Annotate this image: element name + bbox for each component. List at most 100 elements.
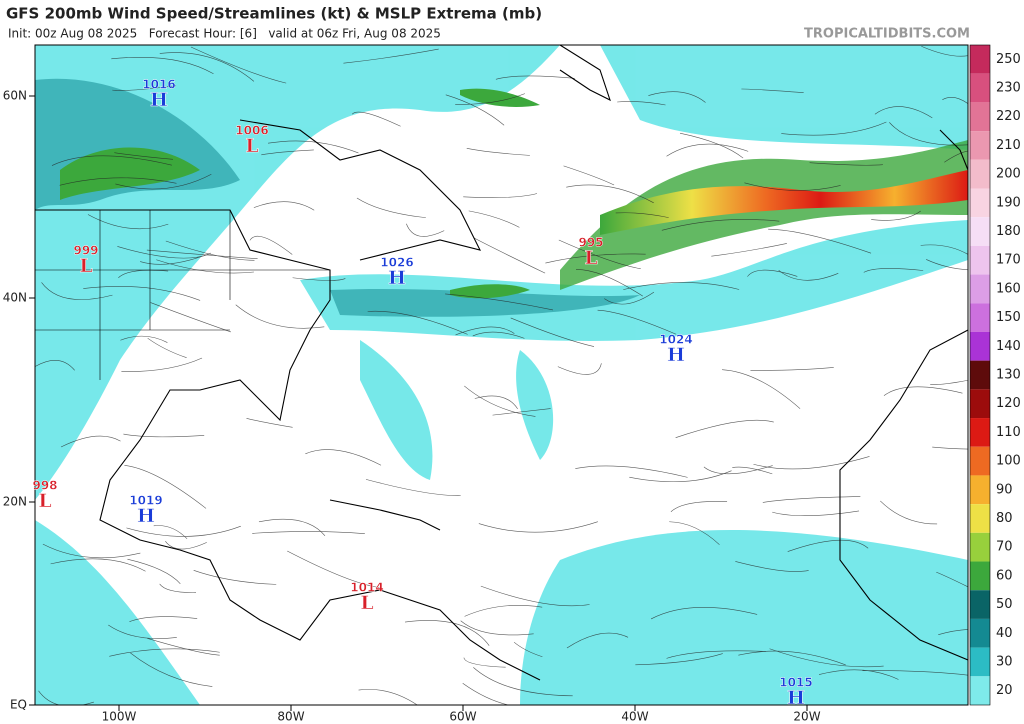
streamline (474, 395, 518, 410)
streamline (744, 182, 841, 191)
streamline (147, 638, 220, 656)
pressure-value: 1026 (380, 256, 413, 270)
streamline (666, 143, 749, 157)
jet-core (600, 170, 968, 235)
streamline (635, 653, 723, 666)
pressure-value: 998 (32, 479, 57, 493)
streamline (112, 85, 177, 91)
streamline (863, 268, 924, 273)
streamline (305, 449, 382, 466)
streamline (478, 521, 598, 533)
streamline (127, 558, 181, 584)
streamline (87, 214, 169, 230)
streamline (575, 269, 643, 297)
streamline (159, 52, 255, 82)
streamline (932, 446, 968, 450)
streamline (146, 249, 258, 260)
colorbar-segment (970, 418, 990, 447)
colorbar-segment (970, 45, 990, 74)
streamline (604, 291, 655, 305)
streamline (165, 540, 207, 550)
streamline (462, 683, 510, 705)
streamline (358, 689, 418, 705)
colorbar-label: 210 (996, 138, 1021, 153)
streamline (343, 48, 439, 64)
jet-outer (560, 140, 968, 290)
colorbar-segment (970, 245, 990, 275)
streamline (258, 518, 326, 536)
colorbar-label: 100 (996, 454, 1021, 469)
streamline (150, 302, 231, 333)
streamline (351, 111, 401, 127)
borders (35, 210, 330, 380)
streamline (464, 605, 543, 617)
colorbar-segment (970, 676, 990, 705)
colorbar-label: 70 (996, 540, 1013, 555)
streamlines (35, 45, 968, 705)
streamline (249, 236, 293, 255)
streamline (769, 648, 884, 668)
streamline (42, 543, 141, 559)
streamline (703, 465, 773, 475)
streamline (880, 500, 938, 525)
streamline (741, 88, 804, 93)
lat-label: 60N (3, 89, 27, 103)
colorbar-label: 130 (996, 368, 1021, 383)
streamline (558, 239, 641, 269)
streamline (480, 585, 590, 607)
streamline (460, 620, 534, 636)
lon-label: 40W (621, 710, 648, 724)
pressure-value: 995 (578, 236, 603, 250)
colorbar-segment (970, 188, 990, 218)
streamline (920, 244, 968, 255)
streamline (292, 277, 346, 281)
streamline (617, 101, 666, 106)
streamline (575, 465, 688, 478)
pressure-value: 1019 (129, 494, 162, 508)
pressure-type: L (360, 592, 373, 614)
streamline (130, 652, 213, 687)
streamline (165, 240, 255, 261)
streamline (287, 550, 380, 588)
pressure-type: L (38, 490, 51, 512)
streamline (468, 210, 520, 228)
streamline (874, 106, 933, 119)
colorbar-segment (970, 217, 990, 246)
colorbar-segment (970, 102, 990, 132)
jet-patches (60, 88, 540, 299)
streamline (563, 165, 615, 186)
lon-label: 100W (102, 710, 137, 724)
streamline (114, 152, 173, 160)
streamline (753, 456, 870, 470)
colorbar-label: 50 (996, 597, 1013, 612)
streamline (51, 155, 172, 166)
colorbar-segment (970, 475, 990, 505)
colorbar-frame (969, 44, 991, 706)
streamline (121, 357, 203, 372)
pressure-value: 1016 (142, 78, 175, 92)
coastlines (35, 45, 968, 681)
streamline (253, 201, 315, 211)
streamline (557, 363, 602, 375)
colorbar-label: 180 (996, 224, 1021, 239)
streamline (147, 337, 187, 358)
pressure-value: 1015 (779, 676, 812, 690)
colorbar-segment (970, 561, 990, 591)
streamline (261, 149, 314, 156)
colorbar-segment (970, 446, 990, 476)
title: GFS 200mb Wind Speed/Streamlines (kt) & … (6, 5, 542, 23)
streamline (566, 632, 629, 649)
colorbar-segment (970, 274, 990, 304)
colorbar-segment (970, 504, 990, 533)
streamline (747, 269, 798, 277)
colorbar-segment (970, 131, 990, 160)
streamline (108, 624, 177, 639)
streamline (60, 435, 121, 448)
pressure-type: L (79, 255, 92, 277)
colorbar-segment (970, 618, 990, 648)
